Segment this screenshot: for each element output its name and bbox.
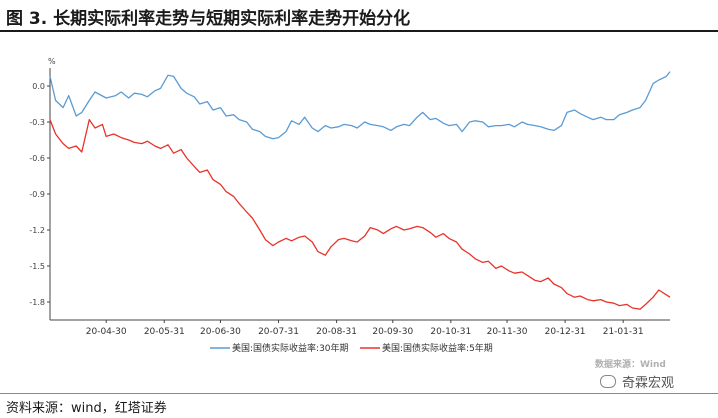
chart-axes: % 0.0 -0.3 -0.6 -0.9 -1.2 -1.5 -1.8 20-04-30 20-0…: [29, 57, 670, 337]
wechat-icon: [600, 375, 616, 388]
y-tick-label: 0.0: [32, 82, 45, 91]
legend-label-1: 美国:国债实际收益率:30年期: [232, 342, 349, 354]
logo-text: 奇霖宏观: [622, 376, 675, 391]
y-tick-label: -1.2: [29, 226, 45, 235]
x-tick-label: 20-04-30: [86, 327, 127, 337]
line-chart: % 0.0 -0.3 -0.6 -0.9 -1.2 -1.5 -1.8 20-04-30 20-0…: [29, 57, 671, 354]
source-watermark: 数据来源：Wind: [595, 360, 666, 370]
figure-title: 图 3. 长期实际利率走势与短期实际利率走势开始分化: [6, 9, 411, 29]
x-tick-label: 20-10-31: [430, 327, 471, 337]
x-tick-label: 20-11-30: [487, 327, 528, 337]
y-unit-label: %: [48, 57, 56, 66]
title-divider: [0, 30, 718, 32]
x-tick-label: 20-06-30: [200, 327, 241, 337]
x-tick-label: 21-01-31: [603, 327, 644, 337]
series-line-2: [49, 118, 671, 310]
chart-series: [49, 71, 671, 310]
y-tick-label: -0.9: [29, 190, 45, 199]
source-note: 资料来源：wind，红塔证券: [6, 401, 167, 416]
y-tick-label: -0.3: [29, 118, 45, 127]
x-tick-label: 20-05-31: [144, 327, 185, 337]
x-tick-label: 20-09-30: [372, 327, 413, 337]
series-line-1: [49, 71, 671, 140]
x-tick-label: 20-07-31: [258, 327, 299, 337]
x-tick-label: 20-12-31: [545, 327, 586, 337]
y-tick-label: -1.5: [29, 262, 45, 271]
x-tick-label: 20-08-31: [316, 327, 357, 337]
brand-logo: 奇霖宏观: [600, 372, 674, 391]
y-tick-label: -0.6: [29, 154, 45, 163]
y-tick-label: -1.8: [29, 298, 45, 307]
chart-legend: 美国:国债实际收益率:30年期 美国:国债实际收益率:5年期: [210, 342, 493, 354]
legend-label-2: 美国:国债实际收益率:5年期: [382, 342, 493, 354]
footer-divider: [0, 393, 718, 394]
